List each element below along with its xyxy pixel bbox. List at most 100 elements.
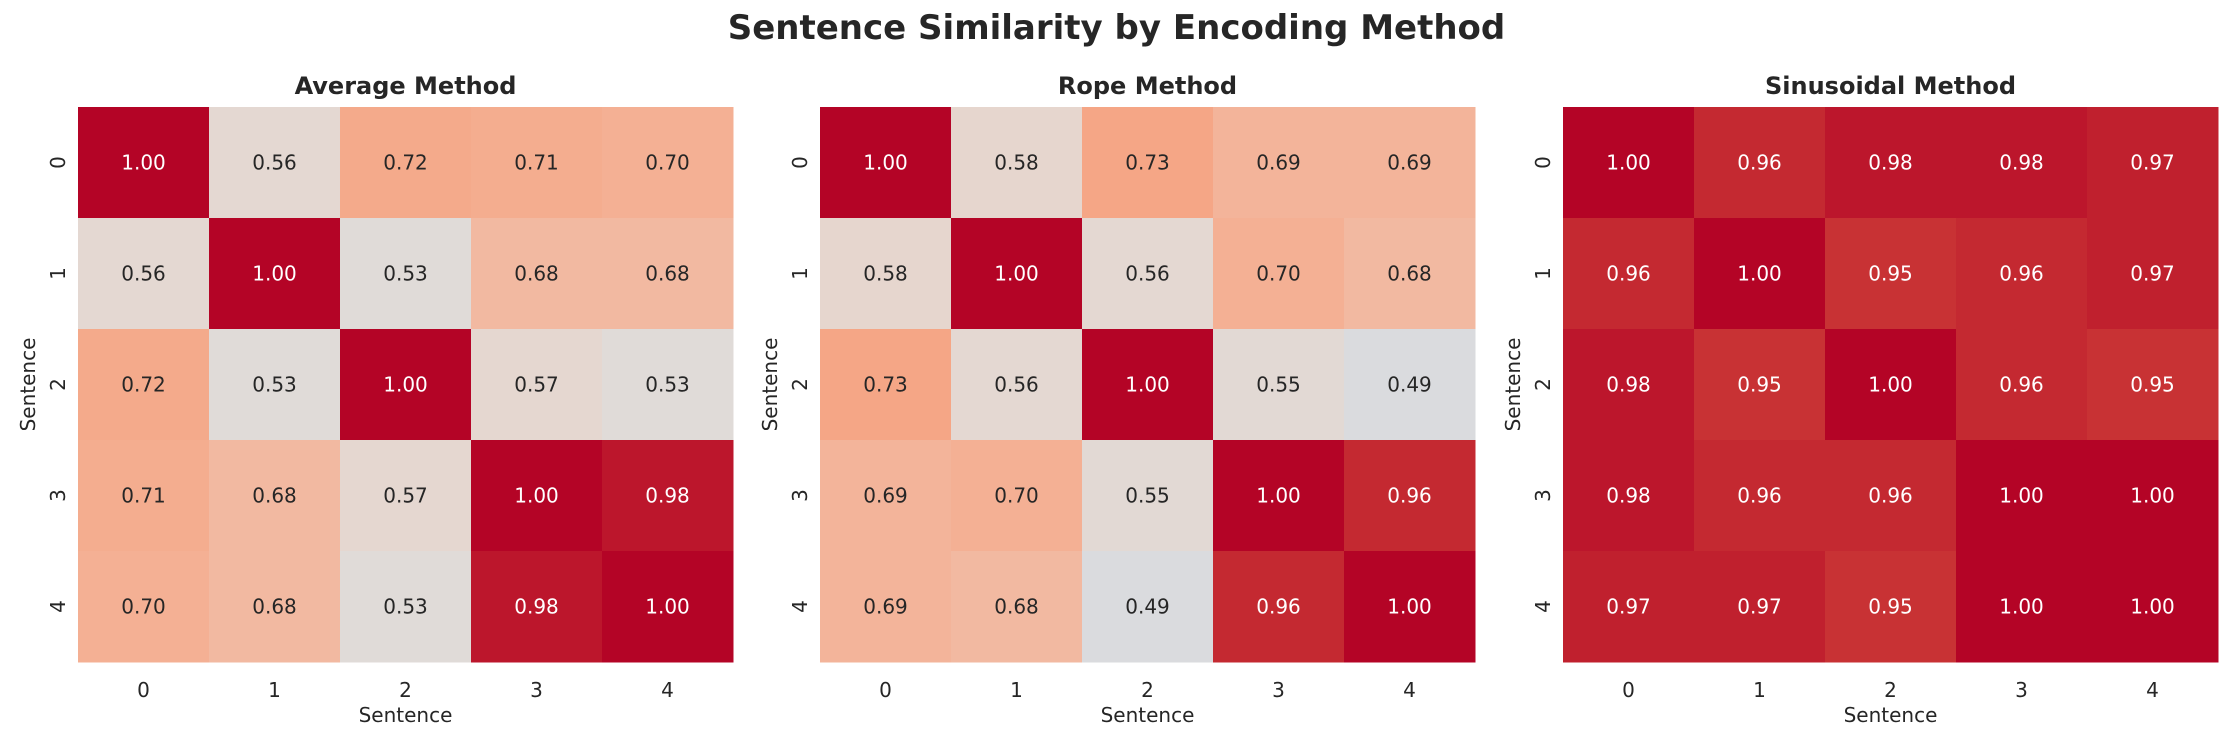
average-cell (209, 551, 341, 663)
rope-cell (1213, 329, 1345, 441)
rope-cell (1082, 440, 1214, 552)
sinusoidal-cell-label: 0.96 (1999, 262, 2044, 286)
rope-y-axis-label: Sentence (758, 338, 782, 432)
sinusoidal-cell (1563, 218, 1695, 330)
average-cell-label: 0.53 (383, 262, 428, 286)
sinusoidal-cell-label: 0.96 (1999, 373, 2044, 397)
sinusoidal-y-tick: 3 (1531, 489, 1555, 502)
sinusoidal-cell (1694, 107, 1826, 219)
rope-cell-label: 0.70 (1256, 262, 1301, 286)
average-cell-label: 1.00 (514, 484, 559, 508)
rope-cell (1344, 440, 1476, 552)
average-y-axis-label: Sentence (16, 338, 40, 432)
rope-cell (951, 329, 1083, 441)
sinusoidal-cell (1825, 218, 1957, 330)
rope-cell (820, 551, 952, 663)
rope-cell (1213, 218, 1345, 330)
rope-cell-label: 0.49 (1125, 595, 1170, 619)
sinusoidal-x-tick: 2 (1884, 678, 1897, 702)
rope-cell-label: 0.56 (1125, 262, 1170, 286)
sinusoidal-x-tick: 1 (1753, 678, 1766, 702)
average-cell-label: 0.57 (383, 484, 428, 508)
sinusoidal-cell-label: 0.95 (2130, 373, 2175, 397)
sinusoidal-cell-label: 0.97 (1606, 595, 1651, 619)
sinusoidal-cell-label: 0.96 (1737, 484, 1782, 508)
average-cell (78, 218, 210, 330)
rope-cell-label: 0.70 (994, 484, 1039, 508)
average-cell (602, 329, 734, 441)
average-x-tick: 1 (268, 678, 281, 702)
panel-sinusoidal: Sinusoidal Method 1.00 0.96 0.98 0.98 0.97 0.9… (1501, 72, 2219, 727)
rope-cell (1213, 440, 1345, 552)
sinusoidal-cell-label: 0.95 (1737, 373, 1782, 397)
sinusoidal-cell-label: 0.98 (1868, 151, 1913, 175)
sinusoidal-cell-label: 0.96 (1606, 262, 1651, 286)
rope-cell-label: 0.58 (994, 151, 1039, 175)
average-title: Average Method (295, 72, 517, 100)
average-cell-label: 0.68 (645, 262, 690, 286)
rope-cell (820, 440, 952, 552)
sinusoidal-cell (1825, 551, 1957, 663)
rope-cell (951, 440, 1083, 552)
rope-cell-label: 0.55 (1256, 373, 1301, 397)
sinusoidal-x-tick: 3 (2015, 678, 2028, 702)
rope-cell-label: 0.68 (1387, 262, 1432, 286)
sinusoidal-cell (1563, 329, 1695, 441)
rope-cell (820, 107, 952, 219)
sinusoidal-cell-label: 1.00 (1737, 262, 1782, 286)
average-cell-label: 0.57 (514, 373, 559, 397)
rope-cell-label: 0.49 (1387, 373, 1432, 397)
rope-cell (951, 218, 1083, 330)
rope-cell (1344, 329, 1476, 441)
average-cell-label: 0.72 (383, 151, 428, 175)
rope-cell (820, 329, 952, 441)
average-cell (471, 551, 603, 663)
average-cell-label: 0.68 (252, 595, 297, 619)
sinusoidal-cell (2087, 440, 2219, 552)
rope-cell-label: 0.68 (994, 595, 1039, 619)
average-cell-label: 0.68 (252, 484, 297, 508)
average-cell (340, 107, 472, 219)
sinusoidal-cell-label: 1.00 (1606, 151, 1651, 175)
sinusoidal-cell-label: 0.96 (1737, 151, 1782, 175)
average-x-axis-label: Sentence (359, 703, 453, 727)
rope-cell (1344, 107, 1476, 219)
average-y-tick: 0 (46, 156, 70, 169)
sinusoidal-x-axis-label: Sentence (1844, 703, 1938, 727)
average-x-tick: 4 (661, 678, 674, 702)
rope-cell-label: 1.00 (1387, 595, 1432, 619)
rope-cell (1344, 218, 1476, 330)
average-cell-label: 0.53 (252, 373, 297, 397)
average-cell (340, 329, 472, 441)
sinusoidal-cell (2087, 551, 2219, 663)
sinusoidal-cell-label: 1.00 (1868, 373, 1913, 397)
sinusoidal-y-tick: 4 (1531, 600, 1555, 613)
average-cell (78, 440, 210, 552)
sinusoidal-cell (1956, 329, 2088, 441)
rope-cell-label: 1.00 (863, 151, 908, 175)
rope-cell-label: 0.69 (863, 484, 908, 508)
sinusoidal-cell-label: 0.98 (1606, 373, 1651, 397)
rope-cell-label: 0.69 (863, 595, 908, 619)
sinusoidal-x-tick: 4 (2146, 678, 2159, 702)
sinusoidal-title: Sinusoidal Method (1765, 72, 2016, 100)
rope-cell (1082, 107, 1214, 219)
average-cell-label: 0.56 (252, 151, 297, 175)
average-x-tick: 2 (399, 678, 412, 702)
average-cell (471, 329, 603, 441)
rope-cell-label: 0.73 (863, 373, 908, 397)
sinusoidal-cell-label: 1.00 (1999, 484, 2044, 508)
sinusoidal-cell-label: 0.97 (1737, 595, 1782, 619)
sinusoidal-cell-label: 1.00 (2130, 595, 2175, 619)
sinusoidal-y-tick: 0 (1531, 156, 1555, 169)
sinusoidal-cell (1956, 551, 2088, 663)
average-cell-label: 0.72 (121, 373, 166, 397)
sinusoidal-cell-label: 0.98 (1606, 484, 1651, 508)
average-cell (209, 329, 341, 441)
average-y-tick: 2 (46, 378, 70, 391)
sinusoidal-cell (1956, 107, 2088, 219)
average-cell-label: 1.00 (383, 373, 428, 397)
rope-y-tick: 3 (788, 489, 812, 502)
sinusoidal-cell (2087, 329, 2219, 441)
